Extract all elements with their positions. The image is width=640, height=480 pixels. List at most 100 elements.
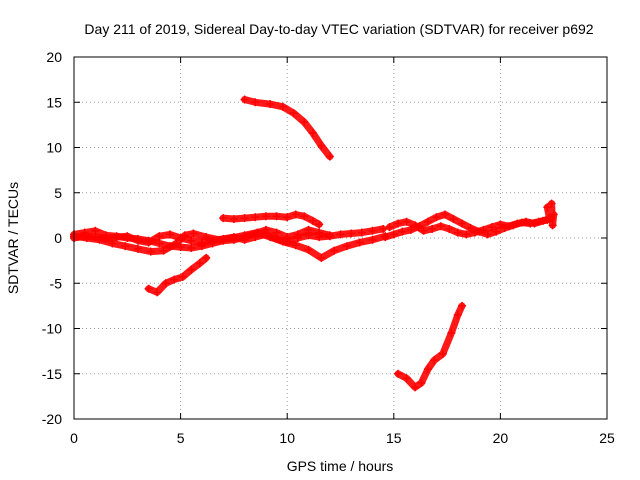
data-point [304, 245, 313, 254]
data-point [261, 230, 270, 239]
trace-upper [241, 96, 334, 161]
data-point [170, 275, 179, 284]
data-point [402, 374, 411, 383]
data-point [80, 232, 89, 241]
x-tick-label: 5 [177, 430, 185, 446]
data-point [161, 279, 170, 288]
y-tick-label: 10 [46, 140, 62, 156]
chart-title: Day 211 of 2019, Sidereal Day-to-day VTE… [84, 21, 593, 37]
data-point [240, 214, 249, 223]
data-point [219, 234, 228, 243]
data-point [123, 232, 132, 241]
data-point [394, 219, 403, 228]
x-tick-label: 0 [70, 430, 78, 446]
data-point [517, 218, 526, 227]
y-tick-label: -10 [42, 321, 62, 337]
data-point [389, 230, 398, 239]
data-point [509, 221, 518, 230]
x-tick-label: 15 [386, 430, 402, 446]
data-point [440, 210, 449, 219]
data-point [355, 238, 364, 247]
data-point [189, 229, 198, 238]
data-point [155, 232, 164, 241]
data-point [308, 216, 317, 225]
data-point [500, 224, 509, 233]
data-point [293, 234, 302, 242]
data-point [549, 210, 558, 219]
data-point [197, 238, 206, 247]
data-point [176, 234, 185, 242]
data-point [133, 236, 142, 245]
data-point [423, 217, 432, 226]
x-axis-label: GPS time / hours [287, 458, 394, 474]
data-point [428, 224, 437, 233]
data-point [417, 378, 426, 387]
data-point [251, 98, 260, 107]
data-point [291, 210, 300, 219]
data-point [146, 247, 155, 256]
data-point [240, 235, 249, 244]
data-point [283, 213, 292, 222]
data-point [445, 224, 454, 233]
data-point [289, 109, 298, 118]
data-point [229, 214, 238, 223]
x-tick-label: 10 [279, 430, 295, 446]
data-point [112, 233, 121, 242]
y-tick-label: -20 [42, 411, 62, 427]
data-point [315, 220, 324, 229]
data-point [526, 219, 535, 228]
plot-frame [73, 56, 608, 420]
data-point [430, 356, 439, 365]
data-point [492, 227, 501, 236]
data-point [406, 225, 415, 234]
y-tick-label: -5 [50, 275, 63, 291]
y-tick-label: 20 [46, 49, 62, 65]
data-point [266, 100, 275, 109]
data-point [300, 212, 309, 221]
x-tick-label: 20 [493, 430, 509, 446]
data-point [251, 213, 260, 222]
data-point [121, 242, 130, 251]
data-point [317, 141, 326, 150]
y-tick-label: 15 [46, 94, 62, 110]
data-point [402, 217, 411, 226]
data-point [466, 224, 475, 233]
data-point [336, 230, 345, 239]
y-axis-label: SDTVAR / TECUs [5, 182, 21, 294]
trace-bottom [394, 302, 466, 391]
data-point [144, 284, 153, 293]
data-point [195, 259, 204, 268]
data-point [447, 329, 456, 338]
data-point [458, 219, 467, 228]
data-point [315, 233, 324, 242]
data-point [308, 129, 317, 138]
data-point [438, 349, 447, 358]
data-point [153, 288, 162, 297]
data-point [178, 272, 187, 281]
data-point [385, 223, 394, 232]
data-point [278, 102, 287, 111]
data-point [415, 222, 424, 231]
data-point [342, 242, 351, 251]
y-tick-label: 0 [54, 230, 62, 246]
data-point [379, 224, 388, 233]
data-point [368, 235, 377, 244]
data-point [101, 234, 110, 243]
data-point [394, 369, 403, 378]
data-point [176, 243, 185, 252]
data-point [419, 226, 428, 235]
x-tick-label: 25 [599, 430, 615, 446]
data-point [187, 265, 196, 274]
data-point [453, 310, 462, 319]
data-point [165, 230, 174, 239]
data-point [398, 227, 407, 236]
axis-ticks: 0 5 10 15 20 25 20 15 10 5 0 -5 -10 -15 -20 [42, 49, 615, 446]
data-point [462, 230, 471, 239]
data-point [534, 217, 543, 226]
data-point [251, 233, 260, 242]
y-tick-label: -15 [42, 366, 62, 382]
data-point [155, 239, 164, 248]
data-point [330, 246, 339, 255]
data-point [475, 227, 484, 236]
